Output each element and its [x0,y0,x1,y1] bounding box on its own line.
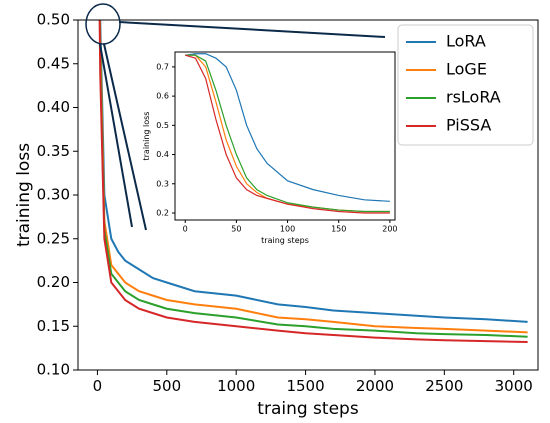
x-tick-label: 2500 [425,377,463,395]
x-axis-label: traing steps [257,399,359,419]
series-line [98,20,528,334]
legend: LoRA LoGE rsLoRA PiSSA [397,24,534,146]
x-tick-label: 3000 [495,377,533,395]
y-tick-label: 0.20 [37,273,70,291]
y-tick-label: 0.40 [37,98,70,116]
zoom-connector [99,43,133,228]
y-tick-label: 0.15 [37,317,70,335]
y-tick-label: 0.4 [156,150,169,159]
x-tick-label: 500 [152,377,181,395]
y-tick-label: 0.10 [37,361,70,379]
zoom-connector [118,21,386,38]
plot-frame [174,51,396,221]
series-line [185,54,390,214]
y-tick-label: 0.3 [156,179,169,188]
series-line [185,54,390,213]
zoom-connector [103,43,147,231]
y-tick-label: 0.5 [156,121,169,130]
legend-label: PiSSA [446,116,491,135]
y-tick-label: 0.45 [37,54,70,72]
x-tick-label: 50 [231,225,241,234]
legend-box [397,24,534,146]
zoom-circle [85,3,121,45]
y-tick-label: 0.2 [156,208,169,217]
series-line [185,53,390,202]
series-line [99,20,528,323]
y-axis-label: training loss [14,143,34,247]
x-tick-label: 100 [280,225,295,234]
x-axis-label: traing steps [261,236,309,245]
x-tick-label: 200 [382,225,397,234]
plot-background [175,52,395,220]
inset-plot: 0 50 100 150 200 0.2 0.3 0.4 0.5 0.6 0.7 traing ste… [142,51,398,245]
x-tick-label: 1500 [286,377,324,395]
x-tick-label: 2000 [356,377,394,395]
y-axis-label: training loss [142,112,151,161]
x-tick-label: 150 [331,225,346,234]
y-tick-label: 0.30 [37,186,70,204]
x-tick-label: 0 [183,225,188,234]
x-tick-label: 0 [93,377,103,395]
y-tick-label: 0.7 [156,62,169,71]
y-tick-label: 0.35 [37,142,70,160]
legend-label: LoGE [446,60,487,79]
legend-label: LoRA [446,32,486,51]
series-line [98,20,528,343]
y-tick-label: 0.6 [156,92,169,101]
series-line [98,20,528,338]
legend-label: rsLoRA [446,88,501,107]
x-tick-label: 1000 [217,377,255,395]
y-tick-label: 0.50 [37,11,70,29]
y-tick-label: 0.25 [37,229,70,247]
